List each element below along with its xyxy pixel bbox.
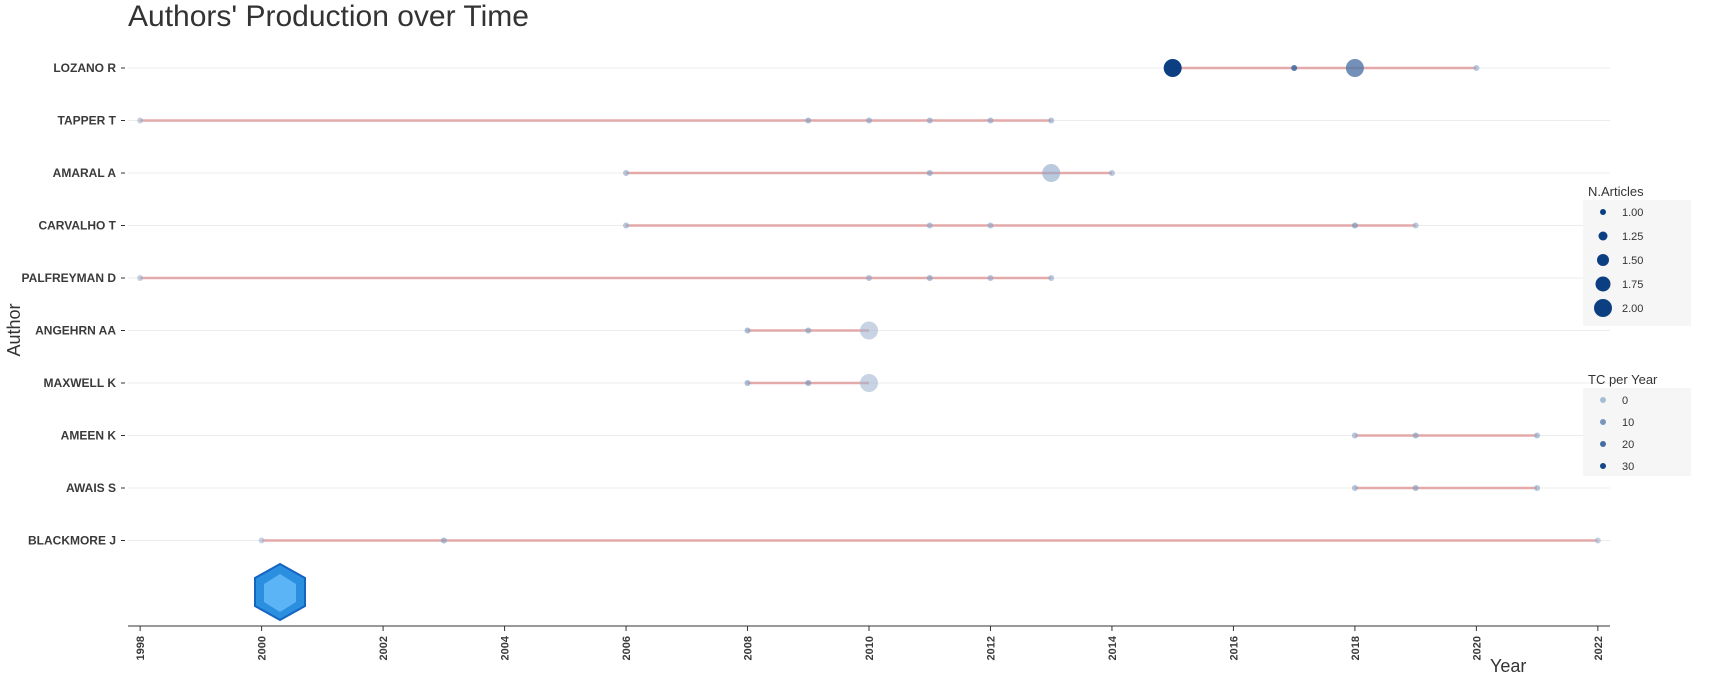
- data-point: [1534, 485, 1541, 491]
- author-label: MAXWELL K: [44, 376, 117, 390]
- data-point: [805, 327, 812, 334]
- data-point: [1412, 432, 1419, 439]
- data-point: [1108, 170, 1115, 176]
- x-tick-label: 2000: [257, 636, 269, 660]
- data-point: [258, 537, 265, 544]
- data-point: [860, 374, 878, 392]
- x-tick-label: 2014: [1107, 635, 1119, 660]
- size-legend-label: 1.25: [1622, 231, 1643, 243]
- gridlines: [128, 67, 1610, 541]
- data-point: [1534, 432, 1541, 439]
- data-point: [987, 275, 994, 281]
- chart-title: Authors' Production over Time: [128, 0, 529, 33]
- x-tick-label: 2020: [1471, 636, 1483, 660]
- color-legend-key: [1600, 419, 1606, 425]
- data-point: [866, 117, 872, 124]
- data-point: [744, 327, 751, 334]
- color-legend-key: [1600, 463, 1606, 469]
- data-point: [926, 170, 933, 176]
- x-tick-label: 1998: [135, 636, 147, 660]
- x-tick-label: 2018: [1350, 636, 1362, 660]
- data-point: [1042, 164, 1061, 182]
- y-axis-title: Author: [4, 303, 24, 356]
- data-point: [1345, 59, 1364, 77]
- data-point: [866, 275, 872, 281]
- author-label: CARVALHO T: [38, 219, 116, 233]
- author-label: ANGEHRN AA: [35, 324, 116, 338]
- author-label: TAPPER T: [58, 114, 117, 128]
- size-legend-key: [1595, 276, 1611, 292]
- y-axis: LOZANO R TAPPER T AMARAL A CARVALHO T PALFRE…: [22, 61, 125, 548]
- author-label: PALFREYMAN D: [22, 271, 117, 285]
- data-point: [1351, 485, 1358, 491]
- data-point: [1351, 222, 1358, 229]
- data-point: [1351, 432, 1358, 439]
- data-point: [440, 537, 447, 544]
- x-tick-label: 2002: [378, 636, 390, 660]
- data-point: [1291, 65, 1298, 71]
- data-point: [1048, 117, 1055, 124]
- data-point: [805, 117, 812, 124]
- size-legend-label: 1.75: [1622, 279, 1643, 291]
- x-tick-label: 2008: [743, 636, 755, 660]
- x-tick-label: 2022: [1593, 636, 1605, 660]
- data-point: [1473, 65, 1480, 71]
- color-legend-label: 10: [1622, 417, 1634, 429]
- legend: N.Articles 1.00 1.25 1.50 1.75 2.00 TC per Y…: [1583, 184, 1691, 476]
- size-legend-title: N.Articles: [1588, 184, 1644, 199]
- size-legend-key: [1597, 254, 1609, 266]
- data-point: [1412, 222, 1419, 229]
- x-tick-label: 2016: [1228, 636, 1240, 660]
- color-legend-label: 0: [1622, 395, 1628, 407]
- size-legend-label: 2.00: [1622, 303, 1643, 315]
- data-point: [1048, 275, 1055, 281]
- hexagon-logo-inner-icon: [264, 574, 296, 612]
- data-point: [926, 275, 933, 281]
- data-point: [860, 321, 878, 340]
- author-label: AMARAL A: [53, 166, 117, 180]
- data-point: [137, 117, 144, 124]
- size-legend-key: [1600, 209, 1606, 215]
- data-point: [1412, 485, 1419, 491]
- color-legend-panel: [1583, 388, 1691, 476]
- data-point: [137, 275, 144, 281]
- size-legend-key: [1594, 299, 1612, 317]
- data-point: [926, 222, 933, 229]
- data-point: [744, 380, 751, 386]
- x-axis-title: Year: [1490, 656, 1526, 676]
- size-legend-keys: 1.00 1.25 1.50 1.75 2.00: [1594, 207, 1643, 317]
- data-point: [623, 222, 630, 229]
- size-legend-label: 1.00: [1622, 207, 1643, 219]
- data-point: [1163, 59, 1182, 77]
- size-legend-key: [1598, 231, 1608, 241]
- size-legend-label: 1.50: [1622, 255, 1643, 267]
- data-point: [805, 380, 812, 386]
- author-label: AWAIS S: [66, 481, 116, 495]
- data-point: [623, 170, 630, 176]
- author-label: LOZANO R: [53, 61, 116, 75]
- color-legend-title: TC per Year: [1588, 372, 1658, 387]
- color-legend-label: 30: [1622, 461, 1634, 473]
- author-label: BLACKMORE J: [28, 534, 116, 548]
- author-range-lines: [140, 66, 1598, 542]
- x-tick-label: 2006: [621, 636, 633, 660]
- color-legend-key: [1600, 397, 1606, 403]
- author-label: AMEEN K: [61, 429, 117, 443]
- data-point: [987, 117, 994, 124]
- data-points: [137, 59, 1601, 544]
- color-legend-key: [1600, 441, 1606, 447]
- data-point: [926, 117, 933, 124]
- x-axis: 1998 2000 2002 2004 2006 2008 2010 2012 2014 2016…: [128, 625, 1610, 660]
- x-tick-label: 2010: [864, 636, 876, 660]
- x-tick-label: 2004: [500, 635, 512, 660]
- color-legend-keys: 0 10 20 30: [1600, 395, 1634, 473]
- data-point: [1594, 537, 1601, 544]
- x-tick-label: 2012: [985, 636, 997, 660]
- color-legend-label: 20: [1622, 439, 1634, 451]
- data-point: [987, 222, 994, 229]
- app-logo-watermark: [254, 562, 306, 622]
